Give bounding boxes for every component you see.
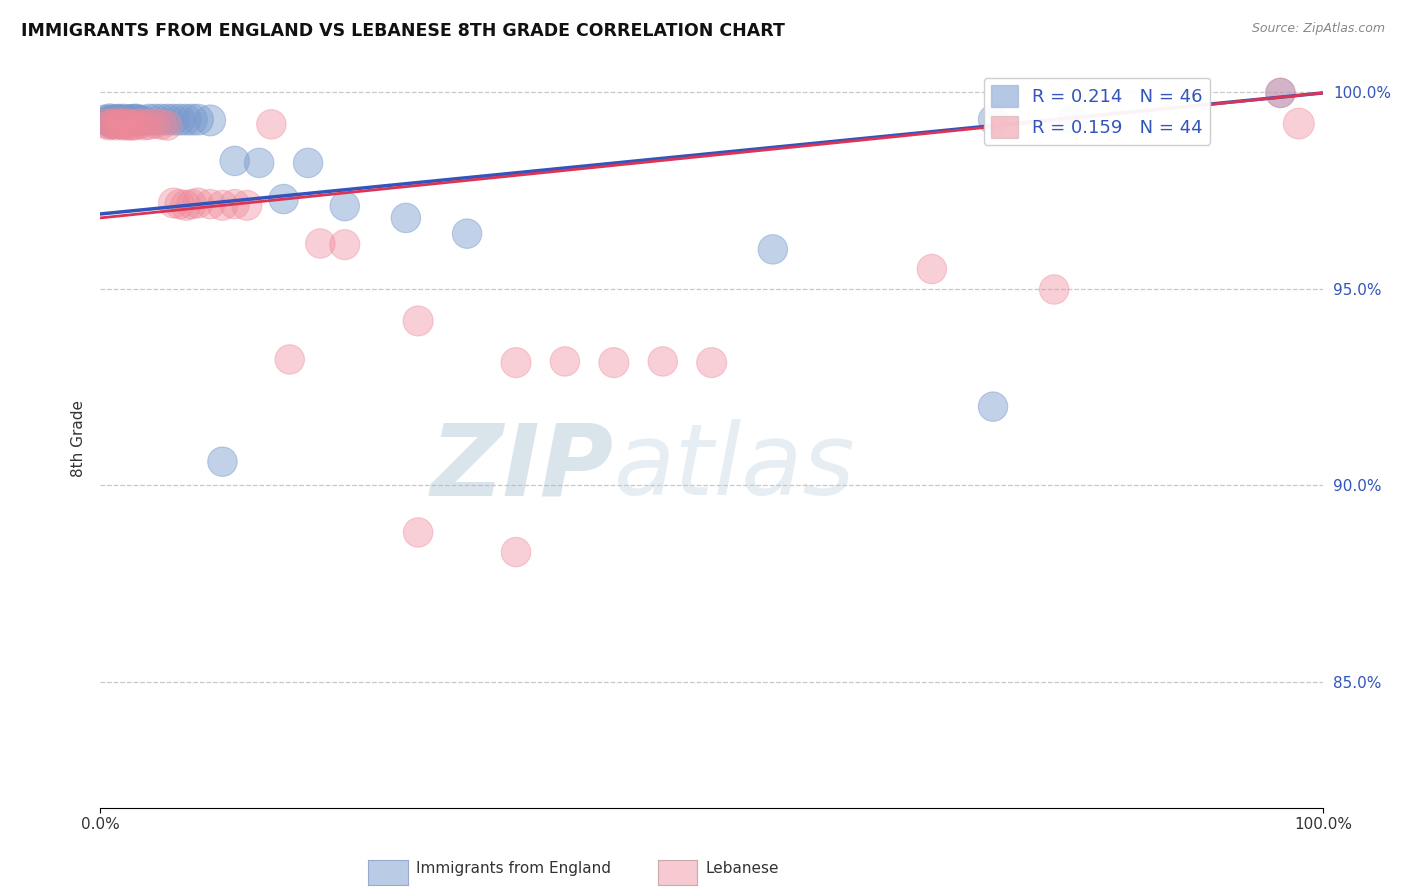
- Point: [97, 113, 120, 128]
- Point: [138, 117, 160, 131]
- Point: [247, 156, 270, 170]
- Point: [105, 116, 128, 130]
- Text: Source: ZipAtlas.com: Source: ZipAtlas.com: [1251, 22, 1385, 36]
- Point: [105, 119, 128, 133]
- Point: [1270, 86, 1292, 100]
- Point: [200, 113, 222, 128]
- Point: [97, 119, 120, 133]
- Point: [124, 112, 146, 127]
- Point: [169, 112, 191, 127]
- Text: ZIP: ZIP: [430, 419, 614, 516]
- Point: [94, 112, 117, 127]
- Point: [103, 117, 125, 131]
- Point: [134, 119, 156, 133]
- Point: [132, 113, 155, 128]
- Point: [112, 112, 135, 127]
- Point: [104, 114, 127, 128]
- Point: [125, 112, 148, 127]
- Point: [162, 112, 184, 127]
- Point: [309, 236, 332, 251]
- Point: [180, 112, 202, 127]
- Point: [112, 119, 135, 133]
- Point: [125, 117, 148, 131]
- Point: [1062, 112, 1084, 127]
- Point: [603, 356, 626, 370]
- Point: [117, 119, 139, 133]
- Point: [156, 119, 179, 133]
- Point: [143, 117, 166, 131]
- Point: [98, 112, 121, 126]
- Point: [211, 455, 233, 469]
- Point: [762, 243, 785, 257]
- Point: [121, 112, 143, 127]
- Point: [651, 354, 673, 368]
- Point: [118, 112, 141, 127]
- Point: [1270, 86, 1292, 100]
- Point: [333, 199, 356, 213]
- Point: [505, 356, 527, 370]
- Point: [143, 112, 166, 127]
- Point: [180, 197, 202, 211]
- Point: [406, 314, 429, 328]
- Point: [174, 198, 197, 212]
- Point: [211, 198, 233, 212]
- Point: [395, 211, 418, 225]
- Point: [981, 400, 1004, 414]
- Text: Immigrants from England: Immigrants from England: [416, 861, 612, 876]
- Point: [187, 196, 209, 211]
- Point: [108, 113, 131, 128]
- Point: [100, 112, 122, 127]
- Legend: R = 0.214   N = 46, R = 0.159   N = 44: R = 0.214 N = 46, R = 0.159 N = 44: [984, 78, 1211, 145]
- Point: [921, 262, 943, 277]
- Point: [187, 112, 209, 127]
- Point: [115, 113, 138, 128]
- Y-axis label: 8th Grade: 8th Grade: [72, 400, 86, 476]
- Point: [96, 114, 118, 128]
- Point: [162, 196, 184, 211]
- Point: [1288, 117, 1310, 131]
- Point: [200, 197, 222, 211]
- Point: [224, 197, 246, 211]
- Point: [100, 117, 122, 131]
- Point: [236, 198, 259, 212]
- Text: IMMIGRANTS FROM ENGLAND VS LEBANESE 8TH GRADE CORRELATION CHART: IMMIGRANTS FROM ENGLAND VS LEBANESE 8TH …: [21, 22, 785, 40]
- Point: [278, 352, 301, 367]
- Point: [120, 117, 142, 131]
- Point: [105, 112, 128, 127]
- Point: [110, 117, 132, 131]
- Point: [114, 117, 136, 131]
- Point: [107, 117, 129, 131]
- Point: [333, 237, 356, 252]
- Point: [96, 117, 118, 131]
- Point: [1043, 283, 1066, 297]
- Point: [150, 112, 173, 127]
- Point: [297, 156, 319, 170]
- Point: [122, 119, 145, 133]
- Point: [103, 113, 125, 128]
- Point: [101, 117, 124, 131]
- Point: [111, 113, 134, 128]
- Point: [128, 113, 150, 128]
- Point: [273, 192, 295, 206]
- Point: [107, 112, 129, 127]
- Point: [406, 525, 429, 540]
- Point: [138, 112, 160, 127]
- Point: [456, 227, 478, 241]
- Point: [981, 112, 1004, 127]
- Point: [114, 114, 136, 128]
- Point: [700, 356, 723, 370]
- Point: [110, 114, 132, 128]
- Point: [129, 117, 152, 131]
- Point: [174, 112, 197, 127]
- Text: Lebanese: Lebanese: [706, 861, 779, 876]
- Text: atlas: atlas: [614, 419, 855, 516]
- Point: [150, 117, 173, 131]
- Point: [224, 153, 246, 168]
- Point: [554, 354, 576, 368]
- Point: [260, 117, 283, 131]
- Point: [156, 112, 179, 127]
- Point: [169, 197, 191, 211]
- Point: [505, 545, 527, 559]
